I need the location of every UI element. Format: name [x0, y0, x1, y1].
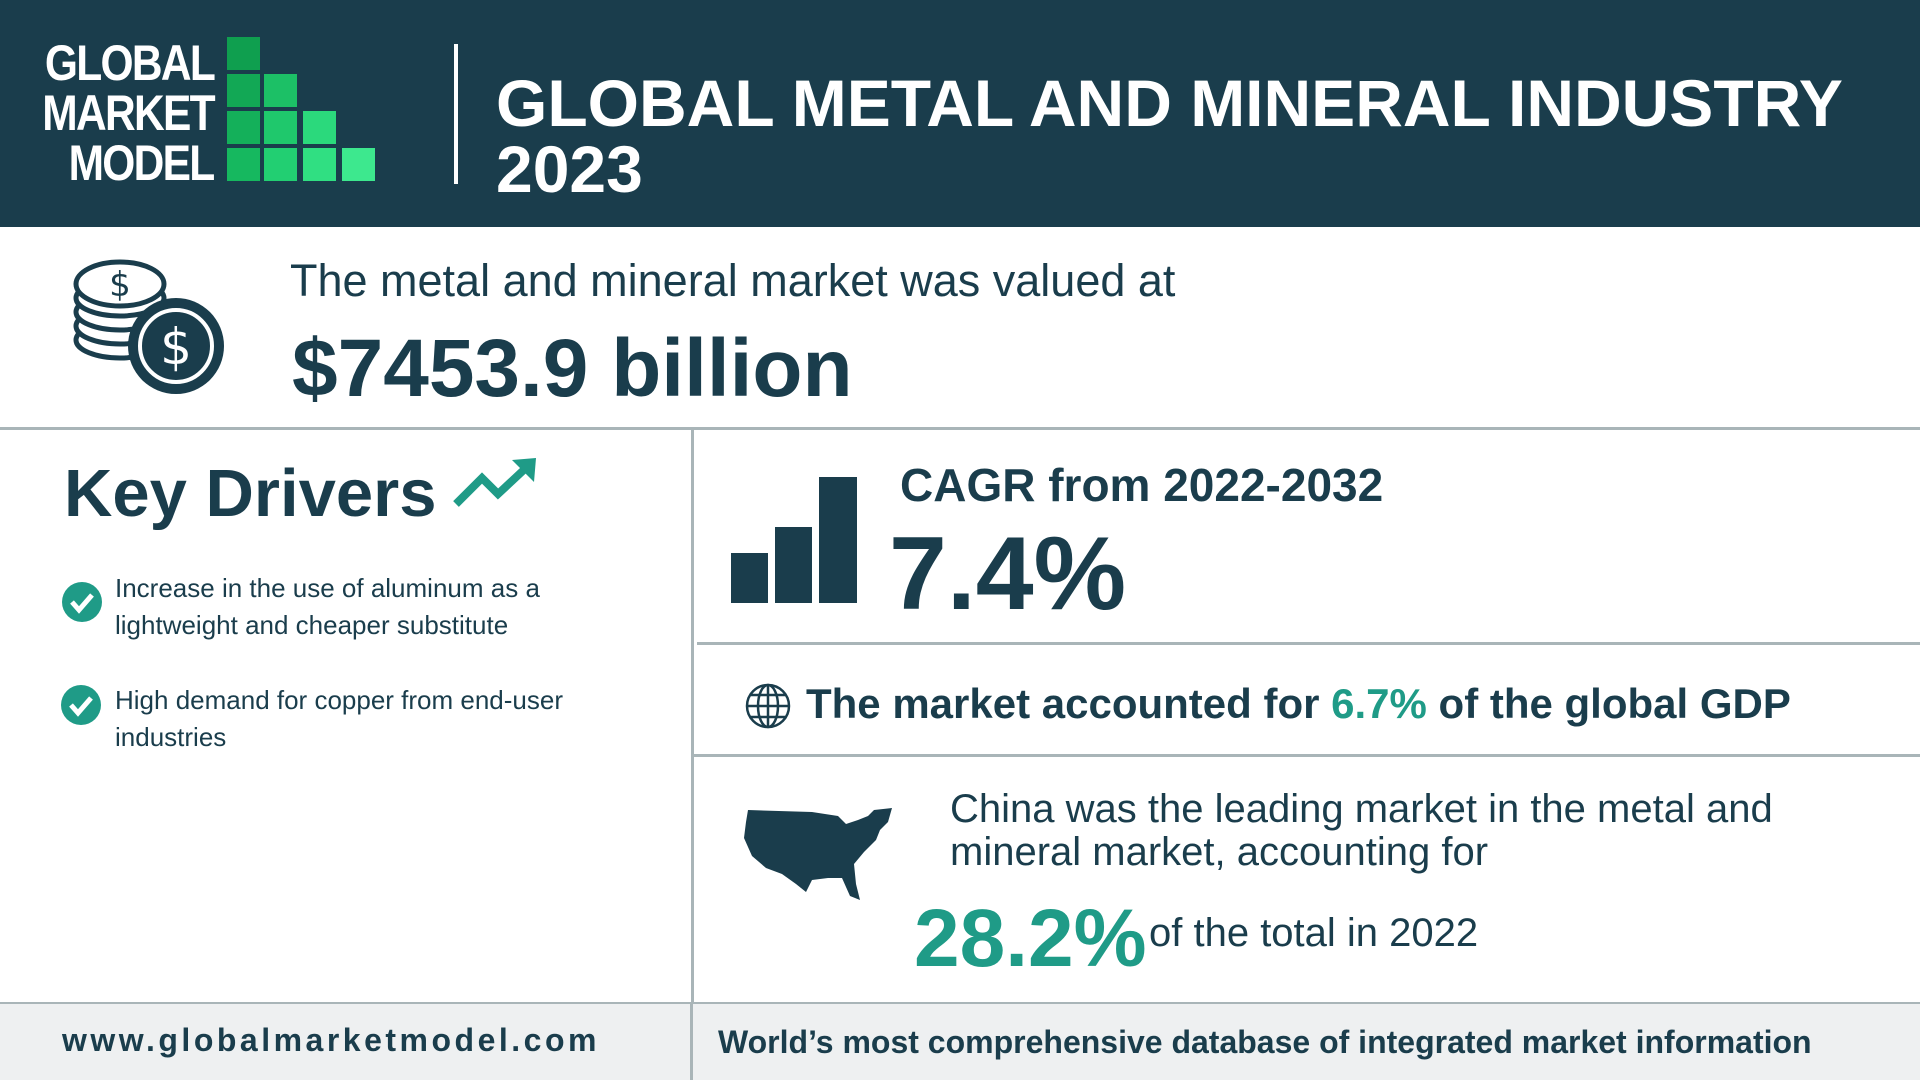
title: 2023	[496, 132, 643, 206]
market-value: $7453.9 billion	[292, 323, 853, 414]
market-intro: The metal and mineral market was valued …	[290, 255, 1176, 306]
gdp-value: 6.7%	[1331, 680, 1427, 727]
title: GLOBAL METAL AND MINERAL INDUSTRY	[496, 66, 1843, 140]
svg-text:$: $	[160, 318, 192, 376]
region-after: of the total in 2022	[1149, 911, 1479, 955]
region-text: China was the leading market in the meta…	[950, 787, 1773, 874]
website[interactable]: www.globalmarketmodel.com	[62, 1022, 600, 1058]
check-icon	[61, 685, 101, 725]
tagline: World’s most comprehensive database of i…	[718, 1024, 1812, 1060]
svg-text:$: $	[109, 265, 131, 305]
check-icon	[62, 582, 102, 622]
driver-item: High demand for copper from end-user ind…	[115, 685, 564, 752]
logo-text: GLOBAL	[44, 35, 216, 91]
globe-icon	[745, 683, 791, 729]
logo-text: MARKET	[42, 85, 215, 141]
footer: www.globalmarketmodel.com World’s most c…	[0, 1002, 1920, 1080]
region-value: 28.2%	[914, 892, 1147, 986]
gdp-text: The market accounted for	[806, 680, 1320, 727]
header: GLOBAL MARKET MODEL GLOBAL METAL AND MIN…	[0, 0, 1920, 227]
driver-item: Increase in the use of aluminum as a lig…	[115, 573, 540, 640]
cagr-value: 7.4%	[889, 516, 1127, 632]
separator	[0, 427, 1920, 430]
separator	[692, 754, 1920, 757]
region-value-number: 28.2%	[914, 893, 1147, 984]
key-drivers-title: Key Drivers	[64, 456, 437, 531]
separator	[690, 1004, 693, 1080]
trend-icon	[453, 458, 536, 507]
divider	[454, 44, 458, 184]
separator	[697, 642, 1920, 645]
coins-icon: $ $	[73, 259, 224, 394]
map-icon	[744, 808, 892, 900]
gdp-text: of the global GDP	[1438, 680, 1791, 727]
separator	[691, 428, 694, 1002]
logo-text: MODEL	[69, 135, 216, 191]
gdp-statement: The market accounted for 6.7% of the glo…	[806, 680, 1791, 728]
cagr-label: CAGR from 2022-2032	[900, 459, 1384, 511]
bars-icon	[731, 477, 857, 603]
